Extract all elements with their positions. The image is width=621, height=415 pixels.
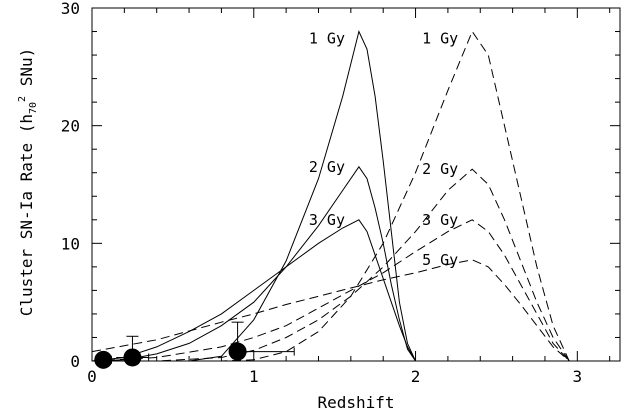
data-marker xyxy=(94,350,113,369)
curve-labels: 1 Gy 2 Gy 3 Gy 1 Gy 2 Gy 3 Gy 5 Gy xyxy=(309,30,458,269)
model-curves xyxy=(91,29,570,362)
y-tick-label: 20 xyxy=(61,117,80,136)
model-curve xyxy=(92,29,416,362)
data-point xyxy=(94,350,113,369)
model-curve xyxy=(91,219,570,362)
curve-label: 5 Gy xyxy=(422,251,458,269)
model-curve xyxy=(91,259,570,362)
x-tick-label: 1 xyxy=(249,367,259,386)
observations xyxy=(94,321,295,369)
y-tick-label: 30 xyxy=(61,0,80,18)
model-curve xyxy=(92,30,570,362)
model-curve xyxy=(91,165,416,362)
curve-label: 2 Gy xyxy=(422,160,458,178)
model-curve xyxy=(91,219,416,362)
y-axis-title-suffix: SNu) xyxy=(17,48,36,96)
curve-label: 3 Gy xyxy=(422,211,458,229)
model-curve xyxy=(92,168,570,362)
y-axis-title-sub: 70 xyxy=(28,102,39,114)
axis-ticks xyxy=(91,7,620,362)
plot-frame xyxy=(91,7,621,362)
y-axis-title-prefix: Cluster SN-Ia Rate (h xyxy=(17,114,36,316)
curve-label: 3 Gy xyxy=(309,211,345,229)
data-point xyxy=(116,335,150,367)
y-axis-title-sup: 2 xyxy=(17,96,28,102)
data-marker xyxy=(228,342,247,361)
x-axis-title: Redshift xyxy=(317,393,394,412)
curve-label: 1 Gy xyxy=(422,30,458,48)
curve-label: 1 Gy xyxy=(309,30,345,48)
x-tick-label: 2 xyxy=(411,367,421,386)
x-tick-label: 0 xyxy=(87,367,97,386)
curve-label: 2 Gy xyxy=(309,158,345,176)
x-tick-label: 3 xyxy=(573,367,583,386)
y-tick-label: 10 xyxy=(61,234,80,253)
y-tick-label: 0 xyxy=(70,352,80,371)
data-marker xyxy=(123,348,142,367)
y-axis-title: Cluster SN-Ia Rate (h702 SNu) xyxy=(17,48,39,317)
data-point xyxy=(228,321,295,361)
